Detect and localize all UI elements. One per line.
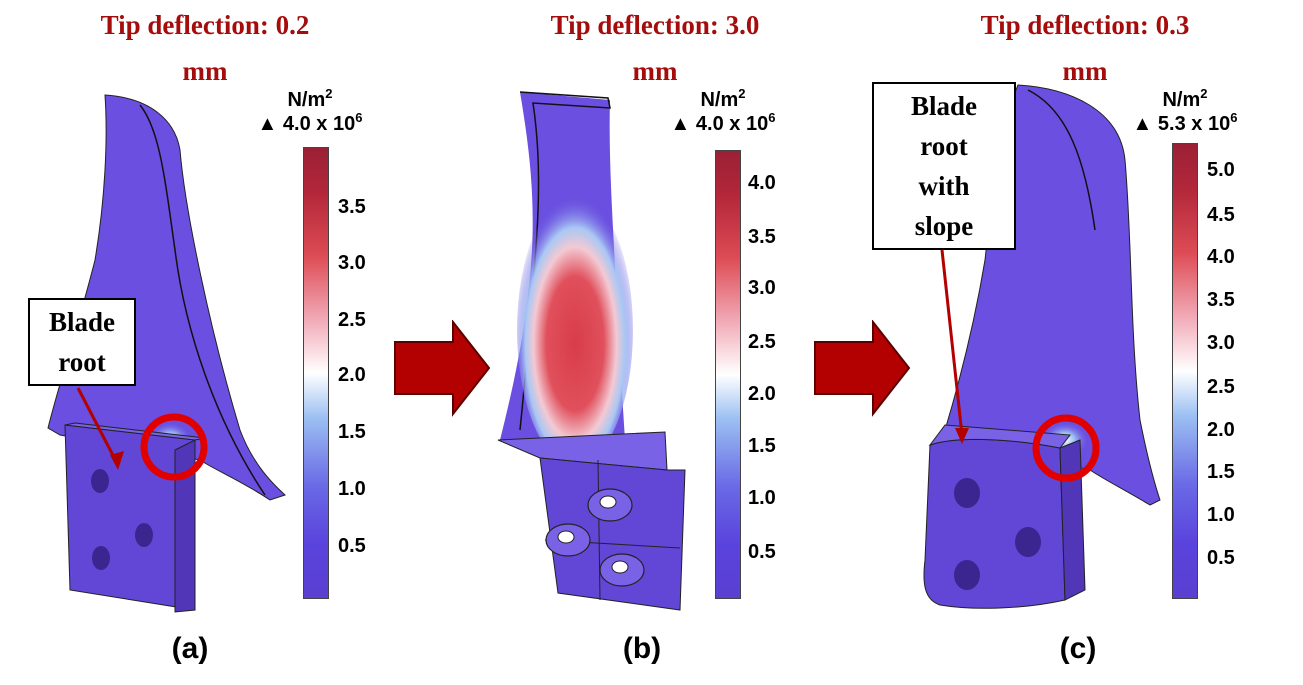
colorbar-unit-a: N/m2 ▲ 4.0 x 106 (240, 86, 380, 136)
callout-line: with (918, 171, 970, 201)
right-arrow-icon (394, 320, 491, 417)
tick-label: 3.5 (338, 196, 366, 218)
panel-c-title: Tip deflection: 0.3 mm (920, 2, 1250, 94)
tick-label: 2.5 (1207, 376, 1235, 398)
unit-sup: 2 (1200, 86, 1208, 101)
unit-text: N/m (287, 89, 326, 111)
stress-hotspot-circle (140, 413, 208, 481)
unit-sup: 2 (325, 86, 333, 101)
max-sup: 6 (1230, 110, 1238, 125)
tick-label: 2.0 (1207, 419, 1235, 441)
tick-label: 2.0 (748, 383, 776, 405)
colorbar-unit-b: N/m2 ▲ 4.0 x 106 (648, 86, 798, 136)
tick-label: 4.0 (748, 172, 776, 194)
colorbar-unit-c: N/m2 ▲ 5.3 x 106 (1105, 86, 1265, 136)
tick-label: 0.5 (338, 535, 366, 557)
colorbar-a (303, 147, 329, 599)
tick-label: 2.5 (338, 309, 366, 331)
max-sup: 6 (355, 110, 363, 125)
unit-sup: 2 (738, 86, 746, 101)
blade-model-a (47, 94, 286, 613)
max-label: 5.3 x 10 (1157, 113, 1231, 135)
callout-arrow-a (76, 387, 120, 466)
panel-b-title-line2: mm (632, 56, 678, 86)
unit-text: N/m (700, 89, 739, 111)
callout-arrow-c (940, 249, 964, 436)
panel-a-title-line2: mm (182, 56, 228, 86)
panel-c-title-line1: Tip deflection: 0.3 (980, 10, 1190, 40)
tick-label: 3.0 (338, 252, 366, 274)
tick-label: 3.5 (1207, 289, 1235, 311)
max-label: 4.0 x 10 (695, 113, 769, 135)
blade-root-label: Blade root (28, 298, 136, 386)
callout-line: slope (914, 211, 974, 241)
tick-label: 4.0 (1207, 246, 1235, 268)
callout-line: Blade (910, 91, 977, 121)
panel-c-caption: (c) (1059, 632, 1097, 665)
callout-line: Blade (48, 307, 115, 337)
triangle-up-icon: ▲ (670, 113, 691, 135)
max-sup: 6 (768, 110, 776, 125)
panel-b-title-line1: Tip deflection: 3.0 (550, 10, 760, 40)
unit-text: N/m (1162, 89, 1201, 111)
tick-label: 1.5 (1207, 461, 1235, 483)
tick-label: 5.0 (1207, 159, 1235, 181)
panel-a: Tip deflection: 0.2 mm Blade root N/m2 ▲… (0, 0, 400, 685)
panel-b-title: Tip deflection: 3.0 mm (490, 2, 820, 94)
triangle-up-icon: ▲ (257, 113, 278, 135)
tick-label: 3.5 (748, 226, 776, 248)
tick-label: 3.0 (1207, 332, 1235, 354)
tick-label: 4.5 (1207, 204, 1235, 226)
panel-c: Tip deflection: 0.3 mm Blade root with s… (872, 0, 1303, 685)
blade-root-with-slope-label: Blade root with slope (872, 82, 1016, 250)
tick-label: 1.0 (1207, 504, 1235, 526)
blade-model-b (497, 91, 686, 611)
tick-label: 3.0 (748, 277, 776, 299)
panel-a-caption: (a) (171, 632, 209, 665)
tick-label: 0.5 (748, 541, 776, 563)
max-label: 4.0 x 10 (282, 113, 356, 135)
stress-hotspot-circle (1032, 414, 1100, 482)
tick-label: 1.5 (338, 421, 366, 443)
tick-label: 1.0 (748, 487, 776, 509)
panel-c-title-line2: mm (1062, 56, 1108, 86)
colorbar-b (715, 150, 741, 599)
panel-b-caption: (b) (622, 632, 662, 665)
tick-label: 0.5 (1207, 547, 1235, 569)
colorbar-c (1172, 143, 1198, 599)
panel-a-title-line1: Tip deflection: 0.2 (100, 10, 310, 40)
tick-label: 1.0 (338, 478, 366, 500)
callout-line: root (58, 347, 106, 377)
tick-label: 2.5 (748, 331, 776, 353)
right-arrow-icon (814, 320, 911, 417)
tick-label: 1.5 (748, 435, 776, 457)
panel-a-title: Tip deflection: 0.2 mm (40, 2, 370, 94)
triangle-up-icon: ▲ (1132, 113, 1153, 135)
callout-line: root (920, 131, 968, 161)
panel-b: Tip deflection: 3.0 mm (440, 0, 840, 685)
tick-label: 2.0 (338, 364, 366, 386)
